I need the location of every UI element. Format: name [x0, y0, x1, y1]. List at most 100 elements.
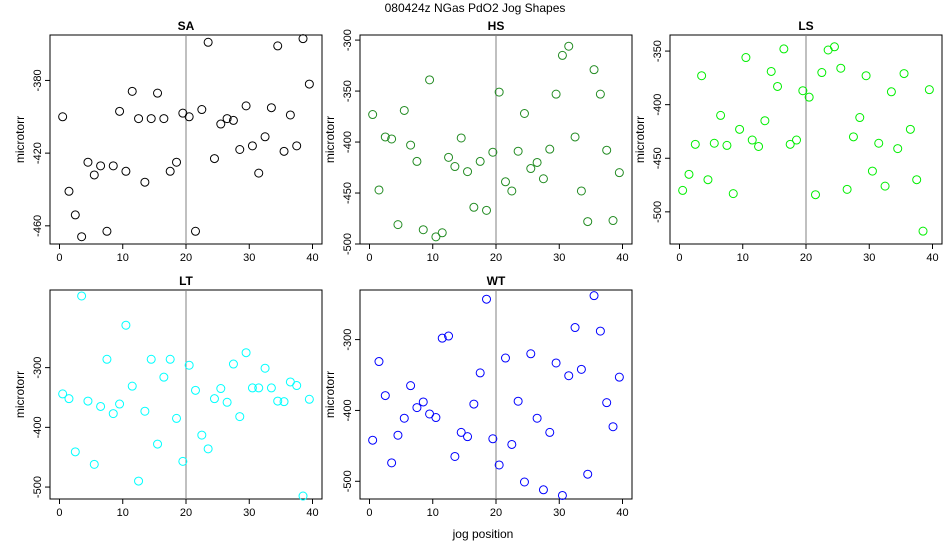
data-point-sa [304, 79, 314, 89]
data-point-lt [146, 354, 156, 364]
data-point-sa [108, 161, 118, 171]
data-point-ls [880, 181, 890, 191]
y-tick-label-sa: -380 [32, 69, 44, 91]
data-point-wt [482, 294, 492, 304]
data-point-lt [102, 354, 112, 364]
y-tick-label-sa: -420 [32, 142, 44, 164]
x-tick-label-sa: 40 [306, 252, 318, 264]
data-point-hs [602, 145, 612, 155]
x-tick-label-wt: 30 [553, 507, 565, 519]
data-point-lt [222, 397, 232, 407]
data-point-sa [64, 186, 74, 196]
y-tick-label-ls: -400 [652, 94, 664, 116]
data-point-lt [292, 381, 302, 391]
data-point-hs [576, 186, 586, 196]
x-tick-label-ls: 20 [800, 252, 812, 264]
data-point-lt [127, 381, 137, 391]
data-point-hs [538, 174, 548, 184]
data-point-ls [817, 68, 827, 78]
data-point-hs [456, 133, 466, 143]
panel-lt: LT 0 10 20 30 40 -300 -400 -500 microtorr [13, 274, 323, 519]
data-point-ls [690, 139, 700, 149]
data-point-wt [513, 396, 523, 406]
y-axis-label-sa: microtorr [13, 116, 27, 163]
data-point-ls [905, 124, 915, 134]
data-point-ls [867, 166, 877, 176]
data-point-lt [184, 360, 194, 370]
data-point-wt [380, 391, 390, 401]
data-point-ls [779, 44, 789, 54]
data-point-sa [190, 226, 200, 236]
data-point-hs [589, 65, 599, 75]
data-point-hs [583, 217, 593, 227]
data-point-sa [77, 232, 87, 242]
data-point-hs [437, 228, 447, 238]
y-tick-label-ls: -450 [652, 147, 664, 169]
x-tick-label-ls: 30 [863, 252, 875, 264]
data-point-lt [235, 412, 245, 422]
data-point-sa [134, 114, 144, 124]
x-tick-label-hs: 30 [553, 252, 565, 264]
data-point-lt [64, 394, 74, 404]
y-tick-label-hs: -400 [342, 131, 354, 153]
x-tick-label-lt: 10 [117, 507, 129, 519]
data-point-lt [273, 396, 283, 406]
data-point-wt [456, 427, 466, 437]
x-tick-label-ls: 10 [737, 252, 749, 264]
data-point-sa [285, 110, 295, 120]
data-point-wt [608, 422, 618, 432]
data-point-lt [266, 383, 276, 393]
y-tick-label-wt: -300 [342, 329, 354, 351]
data-point-wt [551, 358, 561, 368]
data-point-wt [576, 364, 586, 374]
data-point-wt [387, 458, 397, 468]
data-point-lt [247, 383, 257, 393]
data-point-sa [228, 115, 238, 125]
data-point-wt [602, 398, 612, 408]
data-point-ls [716, 110, 726, 120]
panel-title-lt: LT [179, 274, 193, 288]
data-point-wt [595, 326, 605, 336]
data-point-sa [184, 112, 194, 122]
data-point-lt [165, 354, 175, 364]
data-point-wt [444, 331, 454, 341]
data-point-lt [134, 476, 144, 486]
data-point-hs [557, 50, 567, 60]
x-tick-label-lt: 40 [306, 507, 318, 519]
data-point-ls [918, 226, 928, 236]
data-point-ls [798, 86, 808, 96]
data-point-lt [89, 459, 99, 469]
data-point-ls [886, 87, 896, 97]
data-point-sa [58, 112, 68, 122]
data-point-sa [102, 226, 112, 236]
data-point-lt [203, 444, 213, 454]
x-tick-label-hs: 20 [490, 252, 502, 264]
data-point-wt [412, 403, 422, 413]
data-point-ls [855, 113, 865, 123]
y-axis-label-ls: microtorr [633, 116, 647, 163]
data-point-lt [77, 291, 87, 301]
chart-panels: SA 0 10 20 30 40 -380 -420 -460 microtorr HS 0 10 20 3… [13, 19, 943, 519]
data-point-wt [463, 432, 473, 442]
data-point-ls [899, 69, 909, 79]
x-tick-label-ls: 40 [926, 252, 938, 264]
data-point-ls [912, 175, 922, 185]
x-tick-label-wt: 40 [616, 507, 628, 519]
data-point-ls [747, 135, 757, 145]
x-tick-label-lt: 0 [56, 507, 62, 519]
y-tick-label-hs: -500 [342, 233, 354, 255]
data-point-hs [519, 109, 529, 119]
data-point-hs [526, 164, 536, 174]
x-tick-label-sa: 30 [243, 252, 255, 264]
data-point-sa [165, 166, 175, 176]
panel-title-sa: SA [178, 19, 195, 33]
data-point-sa [279, 146, 289, 156]
figure-title: 080424z NGas PdO2 Jog Shapes [385, 1, 566, 15]
data-point-lt [209, 394, 219, 404]
data-point-wt [488, 434, 498, 444]
data-point-sa [70, 210, 80, 220]
data-point-sa [140, 177, 150, 187]
data-point-hs [387, 134, 397, 144]
y-axis-label-lt: microtorr [13, 371, 27, 418]
data-point-wt [431, 413, 441, 423]
